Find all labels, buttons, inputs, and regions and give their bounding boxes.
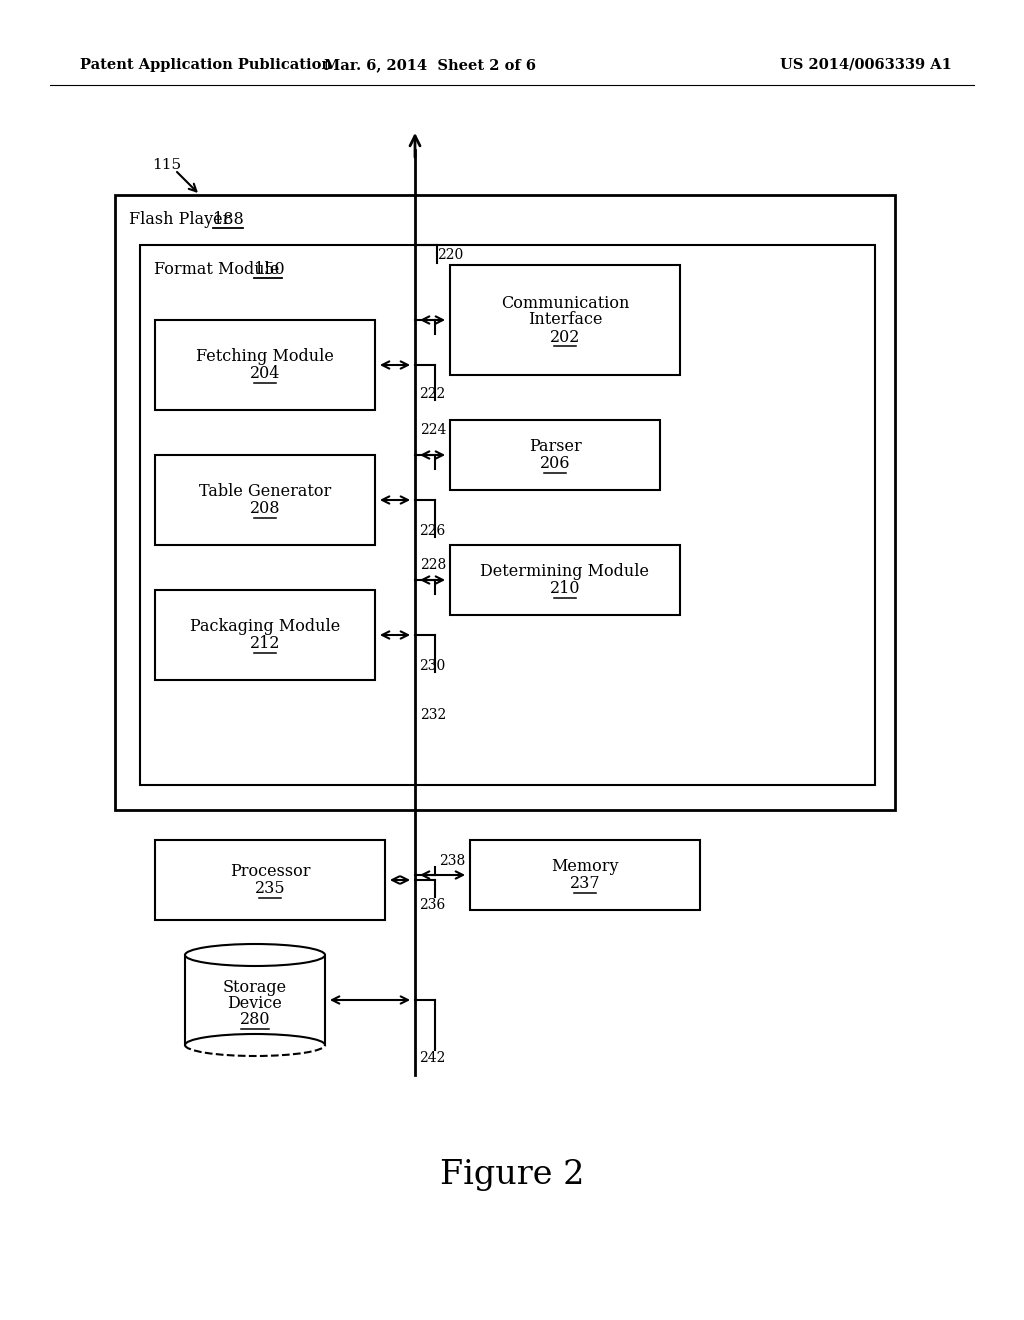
Text: 236: 236 bbox=[419, 898, 445, 912]
Text: Patent Application Publication: Patent Application Publication bbox=[80, 58, 332, 73]
Text: Communication: Communication bbox=[501, 294, 629, 312]
Ellipse shape bbox=[185, 944, 325, 966]
Text: US 2014/0063339 A1: US 2014/0063339 A1 bbox=[780, 58, 952, 73]
Bar bbox=[140, 246, 874, 785]
Bar bbox=[470, 840, 700, 909]
Text: 242: 242 bbox=[419, 1051, 445, 1065]
Text: Flash Player: Flash Player bbox=[129, 211, 236, 228]
Text: Fetching Module: Fetching Module bbox=[196, 348, 334, 366]
Text: 230: 230 bbox=[419, 659, 445, 673]
Text: Mar. 6, 2014  Sheet 2 of 6: Mar. 6, 2014 Sheet 2 of 6 bbox=[324, 58, 536, 73]
Text: 208: 208 bbox=[250, 500, 281, 517]
Bar bbox=[155, 319, 375, 411]
Bar bbox=[155, 840, 385, 920]
Text: 228: 228 bbox=[420, 558, 446, 572]
Text: 204: 204 bbox=[250, 366, 281, 381]
Text: 212: 212 bbox=[250, 635, 281, 652]
Bar bbox=[450, 265, 680, 375]
Text: Format Module: Format Module bbox=[154, 261, 285, 279]
Text: Memory: Memory bbox=[551, 858, 618, 875]
Text: 238: 238 bbox=[439, 854, 465, 869]
Text: 210: 210 bbox=[550, 579, 581, 597]
Text: 237: 237 bbox=[569, 875, 600, 892]
Bar bbox=[450, 545, 680, 615]
Text: 206: 206 bbox=[540, 455, 570, 473]
Text: 115: 115 bbox=[152, 158, 181, 172]
Text: 150: 150 bbox=[254, 261, 285, 279]
Text: 202: 202 bbox=[550, 329, 581, 346]
Bar bbox=[115, 195, 895, 810]
Bar bbox=[155, 590, 375, 680]
Bar bbox=[155, 455, 375, 545]
Text: Device: Device bbox=[227, 995, 283, 1012]
Text: 188: 188 bbox=[213, 211, 244, 228]
Text: 232: 232 bbox=[420, 708, 446, 722]
Text: Determining Module: Determining Module bbox=[480, 564, 649, 579]
Bar bbox=[450, 420, 660, 490]
Text: Figure 2: Figure 2 bbox=[440, 1159, 584, 1191]
Text: Interface: Interface bbox=[527, 312, 602, 329]
Text: Processor: Processor bbox=[229, 863, 310, 880]
Text: 220: 220 bbox=[437, 248, 463, 261]
Text: Storage: Storage bbox=[223, 979, 287, 997]
Text: Table Generator: Table Generator bbox=[199, 483, 331, 500]
Text: Packaging Module: Packaging Module bbox=[189, 618, 340, 635]
Text: 222: 222 bbox=[419, 387, 445, 401]
Text: Parser: Parser bbox=[528, 438, 582, 455]
Text: 224: 224 bbox=[420, 422, 446, 437]
Text: 280: 280 bbox=[240, 1011, 270, 1028]
Text: 235: 235 bbox=[255, 880, 286, 898]
Text: 226: 226 bbox=[419, 524, 445, 539]
